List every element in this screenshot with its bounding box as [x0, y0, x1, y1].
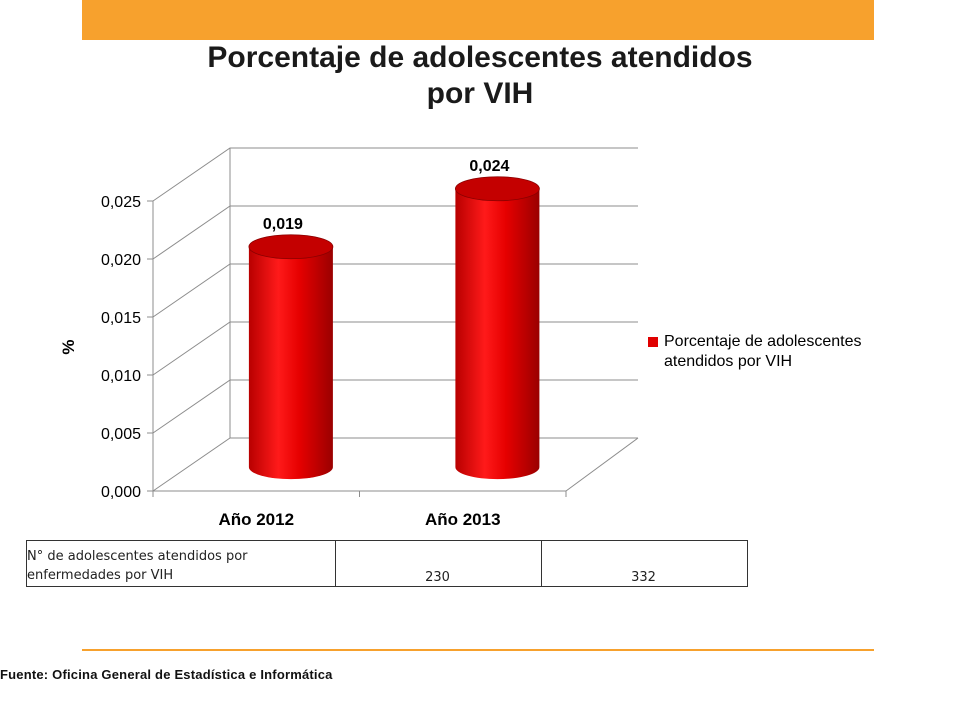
table-row-label-line-2: enfermedades por VIH — [27, 568, 174, 583]
legend: Porcentaje de adolescentes atendidos por… — [648, 332, 908, 372]
bottom-accent-rule — [82, 649, 874, 651]
bar-cylinder-top — [248, 234, 334, 260]
legend-label-line-1: Porcentaje de adolescentes — [664, 333, 862, 350]
bar-cylinder — [248, 246, 333, 480]
gridline — [152, 379, 638, 434]
y-tick-label: 0,010 — [101, 368, 141, 385]
floor-edge — [565, 437, 639, 492]
legend-label-line-2: atendidos por VIH — [664, 353, 793, 370]
data-label: 0,024 — [469, 158, 509, 175]
category-label: Año 2013 — [425, 510, 501, 529]
table-row-label: N° de adolescentes atendidos por enferme… — [26, 540, 336, 587]
gridline — [152, 437, 638, 492]
table-row: N° de adolescentes atendidos por enferme… — [26, 540, 748, 587]
table-cell-2012: 230 — [335, 540, 542, 587]
data-label: 0,019 — [263, 216, 303, 233]
chart-title-line-1: Porcentaje de adolescentes atendidos — [207, 41, 753, 74]
y-tick-label: 0,000 — [101, 484, 141, 501]
data-table: N° de adolescentes atendidos por enferme… — [26, 540, 748, 587]
bar-cylinder — [455, 188, 540, 480]
gridline — [152, 263, 638, 318]
chart-title-line-2: por VIH — [426, 77, 534, 110]
table-row-label-line-1: N° de adolescentes atendidos por — [27, 549, 248, 564]
y-tick-label: 0,015 — [101, 310, 141, 327]
y-tick-label: 0,020 — [101, 252, 141, 269]
source-note: Fuente: Oficina General de Estadística e… — [0, 667, 333, 682]
legend-swatch — [648, 337, 658, 347]
y-tick-label: 0,025 — [101, 194, 141, 211]
y-tick-label: 0,005 — [101, 426, 141, 443]
gridline — [152, 321, 638, 376]
top-accent-bar — [82, 0, 874, 40]
chart-title: Porcentaje de adolescentes atendidos por… — [80, 40, 880, 112]
bar-cylinder-top — [454, 176, 540, 202]
gridline — [152, 147, 638, 202]
y-axis-title: % — [59, 339, 78, 354]
table-cell-2013: 332 — [541, 540, 748, 587]
category-label: Año 2012 — [218, 510, 294, 529]
gridline — [152, 205, 638, 260]
